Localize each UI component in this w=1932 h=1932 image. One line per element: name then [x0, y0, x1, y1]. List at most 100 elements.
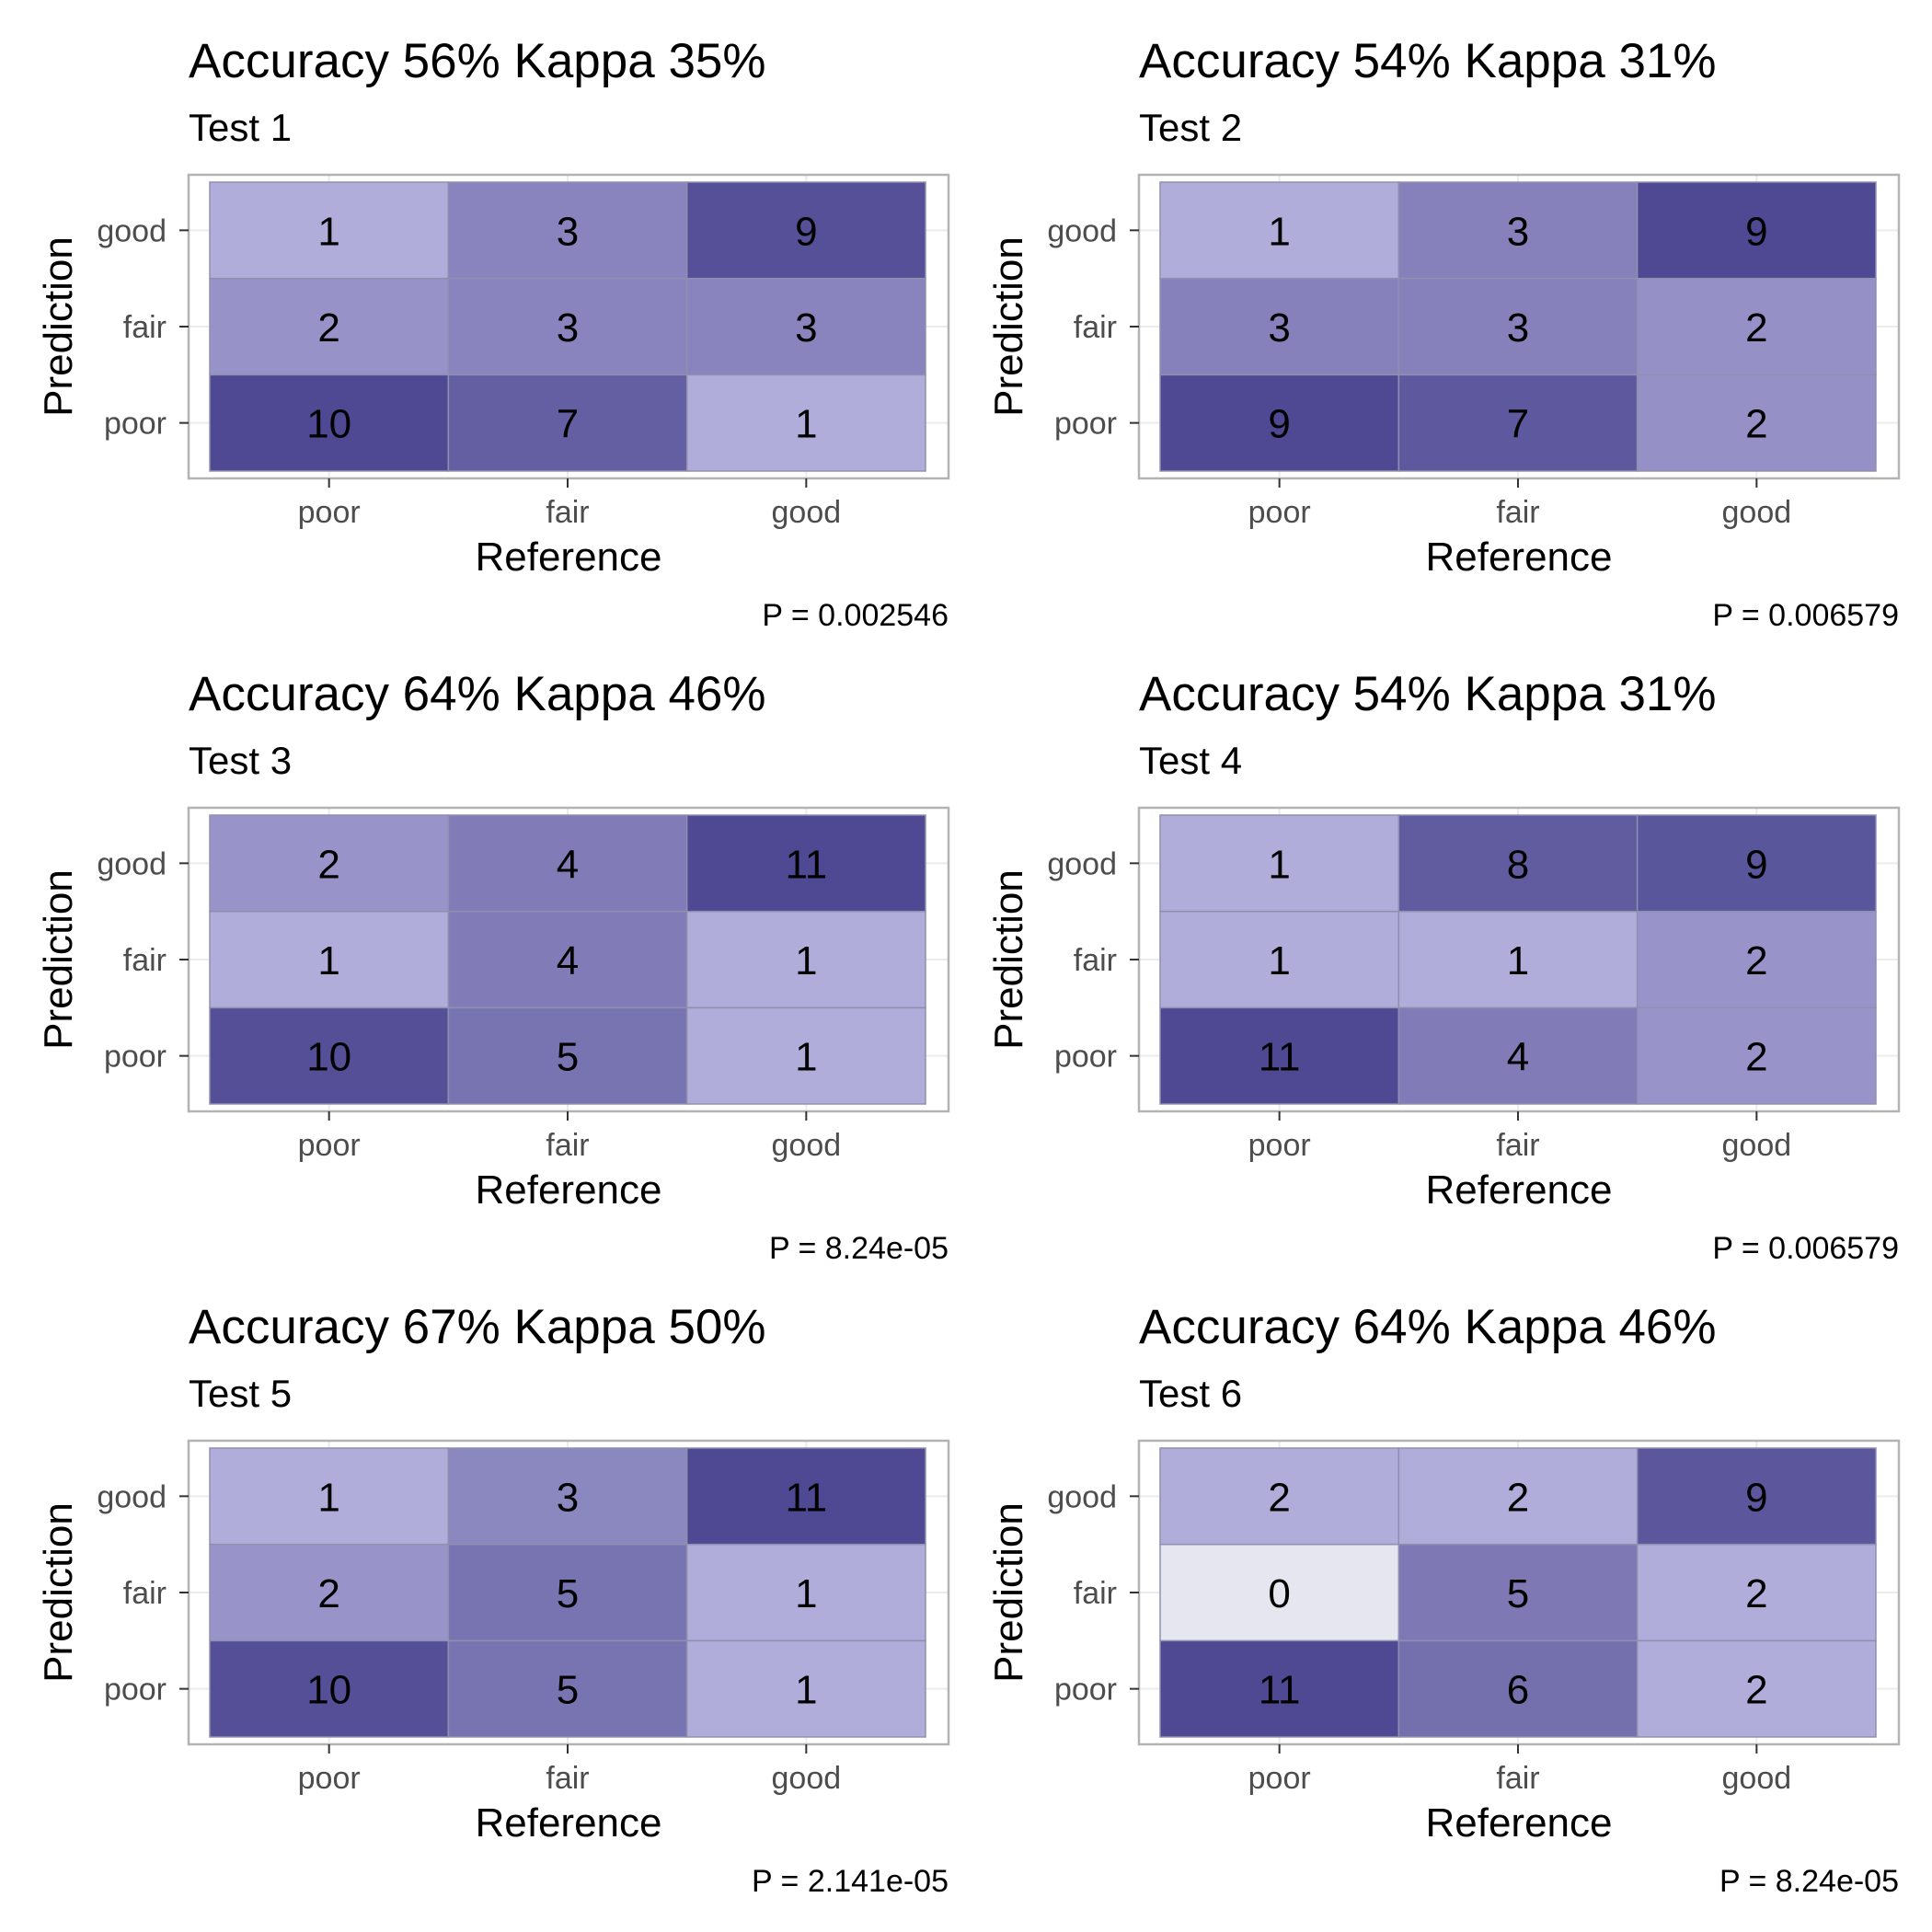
y-tick-label: poor — [1054, 1673, 1117, 1708]
x-tick-label: poor — [298, 1128, 361, 1163]
heatmap-cell — [209, 277, 450, 376]
x-tick-label: fair — [546, 495, 589, 530]
cell-value-label: 7 — [1507, 402, 1529, 447]
p-value-caption: P = 8.24e-05 — [769, 1231, 949, 1266]
x-tick-label: good — [772, 1761, 842, 1796]
heatmap-cell — [1159, 910, 1400, 1009]
heatmap-cell — [1636, 910, 1877, 1009]
heatmap-cell — [1159, 277, 1400, 376]
heatmap-cell — [1159, 1639, 1400, 1738]
heatmap-cell — [1159, 181, 1400, 280]
x-axis-title: Reference — [1425, 1167, 1612, 1213]
heatmap-cell — [685, 1639, 926, 1738]
cell-value-label: 5 — [557, 1571, 579, 1616]
heatmap-cell — [685, 181, 926, 280]
cell-value-label: 1 — [795, 402, 817, 447]
heatmap-cell — [1397, 1006, 1639, 1105]
y-tick-label: fair — [123, 1576, 167, 1611]
cell-value-label: 2 — [1268, 1475, 1290, 1520]
cell-value-label: 6 — [1507, 1668, 1529, 1713]
chart-panel-2: Accuracy 54% Kappa 31% Test 2 9 7 2 3 3 2 1 3 9 poo… — [986, 34, 1901, 633]
chart-title: Accuracy 67% Kappa 50% — [189, 1300, 766, 1354]
heatmap-cell — [209, 814, 450, 913]
heatmap-cell — [1397, 1639, 1639, 1738]
heatmap-cell — [1159, 1006, 1400, 1105]
heatmap-cell — [447, 277, 688, 376]
heatmap-cell — [685, 1543, 926, 1642]
heatmap-cell — [1636, 277, 1877, 376]
y-tick-label: good — [97, 213, 167, 248]
heatmap-cell — [1159, 1543, 1400, 1642]
cell-value-label: 2 — [1745, 1035, 1767, 1080]
heatmap-cell — [447, 814, 688, 913]
chart-panel-6: Accuracy 64% Kappa 46% Test 6 11 6 2 0 5 2 2 2 9 po… — [986, 1300, 1901, 1899]
y-tick-label: poor — [104, 407, 167, 442]
x-tick-label: good — [1722, 495, 1792, 530]
heatmap-cell — [685, 814, 926, 913]
cell-value-label: 1 — [795, 1571, 817, 1616]
heatmap-cell — [447, 181, 688, 280]
x-tick-label: fair — [1496, 1128, 1539, 1163]
y-tick-label: fair — [123, 310, 167, 345]
heatmap-cell — [447, 374, 688, 472]
chart-panel-5: Accuracy 67% Kappa 50%Test 510 5 12 5 11 3 11p… — [36, 1300, 950, 1899]
x-tick-label: poor — [1248, 1761, 1311, 1796]
cell-value-label: 3 — [557, 209, 579, 254]
cell-value-label: 3 — [1507, 305, 1529, 351]
y-tick-label: poor — [1054, 1040, 1117, 1075]
cell-value-label: 2 — [317, 305, 339, 351]
cell-value-label: 11 — [1259, 1035, 1301, 1080]
cell-value-label: 1 — [795, 938, 817, 983]
cell-value-label: 5 — [1507, 1571, 1529, 1616]
cell-value-label: 1 — [317, 1475, 339, 1520]
y-axis-title: Prediction — [36, 869, 81, 1050]
heatmap-cell — [685, 277, 926, 376]
heatmap-cell — [1397, 374, 1639, 472]
chart-panel-1: Accuracy 56% Kappa 35% Test 1 10 7 1 2 3 3 1 3 9 po… — [36, 34, 950, 633]
heatmap-cell — [1159, 814, 1400, 913]
heatmap-cell — [209, 181, 450, 280]
cell-value-label: 3 — [1268, 305, 1290, 351]
cell-value-label: 9 — [1745, 1475, 1767, 1520]
heatmap-cell — [1636, 181, 1877, 280]
cell-value-label: 3 — [557, 1475, 579, 1520]
heatmap-cell — [447, 1639, 688, 1738]
x-axis-title: Reference — [1425, 535, 1612, 580]
cell-value-label: 1 — [1268, 938, 1290, 983]
cell-value-label: 11 — [785, 842, 827, 887]
x-tick-label: poor — [1248, 1128, 1311, 1163]
chart-subtitle: Test 5 — [189, 1372, 292, 1415]
y-tick-label: fair — [123, 943, 167, 978]
p-value-caption: P = 0.002546 — [762, 598, 949, 633]
cell-value-label: 1 — [1268, 842, 1290, 887]
cell-value-label: 1 — [795, 1035, 817, 1080]
p-value-caption: P = 0.006579 — [1712, 598, 1899, 633]
heatmap-cell — [685, 910, 926, 1009]
x-tick-label: fair — [546, 1128, 589, 1163]
cell-value-label: 2 — [1745, 305, 1767, 351]
cell-value-label: 0 — [1268, 1571, 1290, 1616]
cell-value-label: 2 — [1745, 1571, 1767, 1616]
chart-subtitle: Test 4 — [1139, 739, 1242, 782]
heatmap-cell — [447, 1447, 688, 1546]
x-tick-label: poor — [298, 495, 361, 530]
chart-panel-3: Accuracy 64% Kappa 46%Test 310 5 11 4 12 4 11p… — [36, 667, 950, 1266]
cell-value-label: 3 — [795, 305, 817, 351]
x-tick-label: fair — [546, 1761, 589, 1796]
y-axis-title: Prediction — [36, 1502, 81, 1683]
heatmap-cell — [1636, 1639, 1877, 1738]
cell-value-label: 11 — [1259, 1668, 1301, 1713]
cell-value-label: 2 — [1507, 1475, 1529, 1520]
x-tick-label: good — [772, 1128, 842, 1163]
x-axis-title: Reference — [475, 1800, 661, 1846]
cell-value-label: 2 — [1745, 402, 1767, 447]
heatmap-cell — [447, 1006, 688, 1105]
cell-value-label: 11 — [785, 1475, 827, 1520]
cell-value-label: 2 — [1745, 938, 1767, 983]
cell-value-label: 4 — [1507, 1035, 1529, 1080]
cell-value-label: 1 — [1507, 938, 1529, 983]
y-axis-title: Prediction — [986, 1502, 1031, 1683]
heatmap-cell — [1636, 814, 1877, 913]
p-value-caption: P = 2.141e-05 — [752, 1864, 949, 1899]
